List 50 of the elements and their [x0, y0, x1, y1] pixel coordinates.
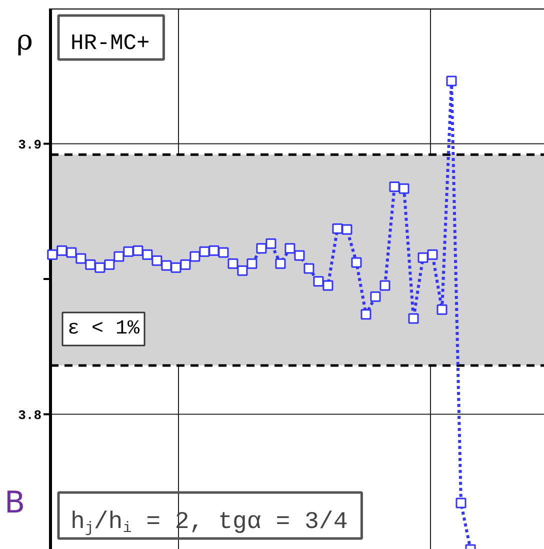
point	[76, 253, 86, 264]
point	[246, 258, 258, 269]
point	[161, 260, 172, 271]
point	[304, 263, 314, 274]
point	[208, 245, 220, 256]
point	[313, 276, 324, 287]
point	[190, 251, 200, 262]
y-axis-title: ρ	[16, 24, 33, 56]
point	[389, 182, 400, 192]
point	[380, 280, 390, 291]
point	[332, 223, 343, 234]
point	[436, 304, 448, 315]
annotation: HR-MC+	[70, 31, 150, 56]
band-label: ε < 1%	[68, 318, 141, 341]
y-tick-label: 3.8	[18, 408, 42, 423]
point	[275, 258, 286, 269]
point	[370, 291, 381, 302]
point	[56, 245, 68, 256]
point	[342, 224, 352, 235]
point	[427, 249, 438, 260]
point	[237, 265, 248, 276]
point	[408, 313, 419, 324]
point	[322, 280, 334, 291]
point	[180, 259, 191, 270]
point	[132, 245, 144, 256]
point	[266, 238, 276, 249]
point	[104, 259, 115, 270]
point	[351, 257, 362, 268]
point	[85, 259, 96, 270]
point	[228, 258, 238, 269]
point	[418, 252, 428, 263]
point	[66, 247, 77, 258]
point	[218, 247, 229, 258]
point	[199, 246, 210, 257]
point	[114, 251, 124, 262]
point	[284, 243, 296, 254]
y-tick-label: 3.9	[18, 137, 42, 152]
point	[446, 76, 457, 86]
point	[256, 243, 267, 254]
point	[47, 249, 58, 260]
point	[94, 262, 106, 273]
point	[456, 498, 466, 508]
point	[170, 262, 182, 273]
text: B	[4, 486, 26, 520]
point	[123, 246, 134, 257]
point	[142, 249, 153, 260]
point	[294, 250, 305, 261]
point	[152, 255, 162, 266]
point	[398, 183, 410, 194]
point	[360, 309, 372, 320]
